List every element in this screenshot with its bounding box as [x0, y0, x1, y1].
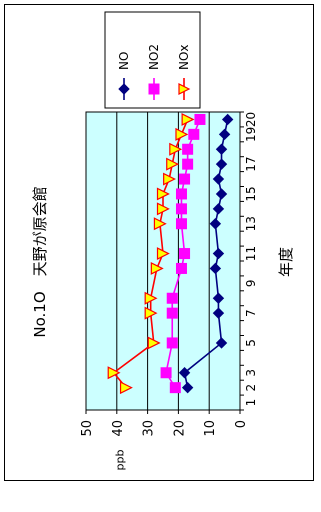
data-point-no2 — [166, 292, 178, 304]
data-point-nox — [169, 142, 183, 156]
data-point-nox — [156, 202, 170, 216]
data-point-nox — [147, 336, 161, 350]
data-point-no — [212, 173, 225, 185]
data-point-no — [178, 367, 191, 379]
chart-frame — [4, 4, 314, 481]
data-point-no2 — [175, 188, 187, 200]
data-point-no — [215, 158, 228, 170]
plot-area — [85, 111, 241, 411]
data-point-no2 — [175, 218, 187, 230]
data-point-no2 — [179, 248, 191, 260]
data-point-no2 — [194, 113, 206, 125]
data-point-no — [209, 262, 222, 275]
data-point-nox — [181, 112, 195, 126]
data-point-no2 — [169, 382, 181, 394]
category-tick-label: 9 — [244, 280, 258, 288]
legend: NO NO2 NOx — [104, 11, 201, 109]
data-point-nox — [166, 157, 180, 171]
data-point-no2 — [175, 203, 187, 215]
legend-marker-no — [118, 83, 130, 95]
category-tick-label: 1 — [244, 399, 258, 407]
legend-marker-no2 — [148, 83, 160, 95]
data-point-nox — [175, 127, 189, 141]
category-tick-label: 19 — [244, 127, 258, 142]
data-point-no2 — [175, 262, 187, 274]
category-tick-label: 5 — [244, 339, 258, 347]
data-point-nox — [144, 306, 158, 320]
value-tick-label: 30 — [142, 420, 157, 437]
legend-marker-nox — [178, 83, 191, 95]
data-point-nox — [153, 217, 167, 231]
value-tick-label: 20 — [172, 420, 187, 437]
data-point-no2 — [182, 143, 194, 155]
data-point-no — [181, 381, 194, 394]
value-tick-label: 10 — [203, 420, 218, 437]
data-point-no — [212, 247, 225, 260]
y-axis-label: ppb — [114, 450, 127, 471]
data-point-no2 — [179, 173, 191, 185]
series-no — [178, 113, 234, 394]
category-tick-label: 13 — [244, 216, 258, 231]
legend-label-no: NO — [117, 52, 131, 70]
value-tick-label: 40 — [111, 420, 126, 437]
data-point-no2 — [166, 337, 178, 349]
data-point-no2 — [182, 158, 194, 170]
legend-label-nox: NOx — [177, 44, 191, 70]
category-tick-label: 7 — [244, 309, 258, 317]
category-tick-label: 20 — [244, 112, 258, 127]
data-point-no — [215, 143, 228, 155]
series-no2 — [160, 113, 206, 394]
data-point-nox — [163, 172, 177, 186]
category-tick-label: 17 — [244, 157, 258, 172]
category-tick-label: 15 — [244, 186, 258, 201]
category-tick-label: 11 — [244, 246, 258, 261]
data-point-nox — [144, 291, 158, 305]
category-tick-label: 3 — [244, 369, 258, 377]
value-tick-label: 50 — [80, 420, 95, 437]
chart-title: No.1O 天野が原会館 — [31, 186, 49, 337]
data-point-no — [218, 128, 231, 141]
data-point-no2 — [188, 128, 200, 140]
category-tick-label: 2 — [244, 384, 258, 392]
data-point-no — [209, 218, 222, 230]
data-point-nox — [119, 381, 133, 395]
data-point-no — [212, 292, 225, 304]
data-point-nox — [107, 366, 121, 380]
data-point-no — [215, 188, 228, 200]
legend-label-no2: NO2 — [147, 44, 161, 70]
data-point-nox — [150, 261, 164, 275]
data-point-no — [212, 307, 225, 319]
data-point-no2 — [160, 367, 172, 379]
series-nox — [107, 112, 195, 395]
data-point-nox — [156, 187, 170, 201]
data-point-nox — [156, 247, 170, 261]
value-tick-label: 0 — [234, 420, 249, 428]
x-axis-label: 年度 — [277, 247, 295, 277]
data-point-no — [221, 113, 234, 126]
data-point-no — [212, 203, 225, 215]
data-point-no — [215, 337, 228, 349]
data-point-no2 — [166, 307, 178, 319]
